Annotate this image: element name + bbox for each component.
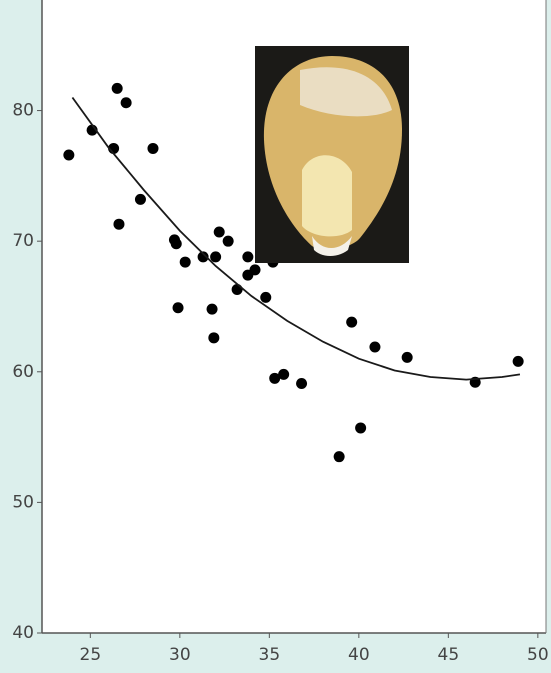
data-point: [112, 83, 123, 94]
data-point: [121, 97, 132, 108]
data-point: [260, 292, 271, 303]
kernel-germ: [302, 155, 352, 236]
x-tick-label: 30: [169, 645, 191, 665]
data-point: [223, 236, 234, 247]
y-tick-label: 70: [12, 231, 34, 251]
data-point: [180, 257, 191, 268]
data-point: [63, 149, 74, 160]
x-tick-label: 40: [348, 645, 370, 665]
y-tick-label: 60: [12, 362, 34, 382]
data-point: [208, 332, 219, 343]
data-point: [402, 352, 413, 363]
data-point: [296, 378, 307, 389]
data-point: [232, 284, 243, 295]
y-tick-label: 50: [12, 492, 34, 512]
data-point: [513, 356, 524, 367]
data-point: [355, 422, 366, 433]
data-point: [210, 251, 221, 262]
data-point: [278, 369, 289, 380]
data-point: [135, 194, 146, 205]
chart: 40 50 60 70 80 25 30 35 40 45 50: [0, 0, 551, 673]
x-tick-label: 50: [527, 645, 549, 665]
data-point: [173, 302, 184, 313]
data-point: [214, 227, 225, 238]
data-point: [113, 219, 124, 230]
y-tick-label: 40: [12, 623, 34, 643]
data-point: [171, 238, 182, 249]
page: {"chart_data": {"type": "scatter", "xlim…: [0, 0, 551, 673]
data-point: [207, 304, 218, 315]
inset-photo: [255, 46, 409, 263]
data-point: [369, 341, 380, 352]
data-point: [346, 317, 357, 328]
x-tick-label: 25: [80, 645, 102, 665]
x-tick-label: 35: [259, 645, 281, 665]
data-point: [242, 251, 253, 262]
data-point: [147, 143, 158, 154]
y-tick-label: 80: [12, 101, 34, 121]
x-tick-label: 45: [438, 645, 460, 665]
data-point: [250, 264, 261, 275]
data-point: [334, 451, 345, 462]
